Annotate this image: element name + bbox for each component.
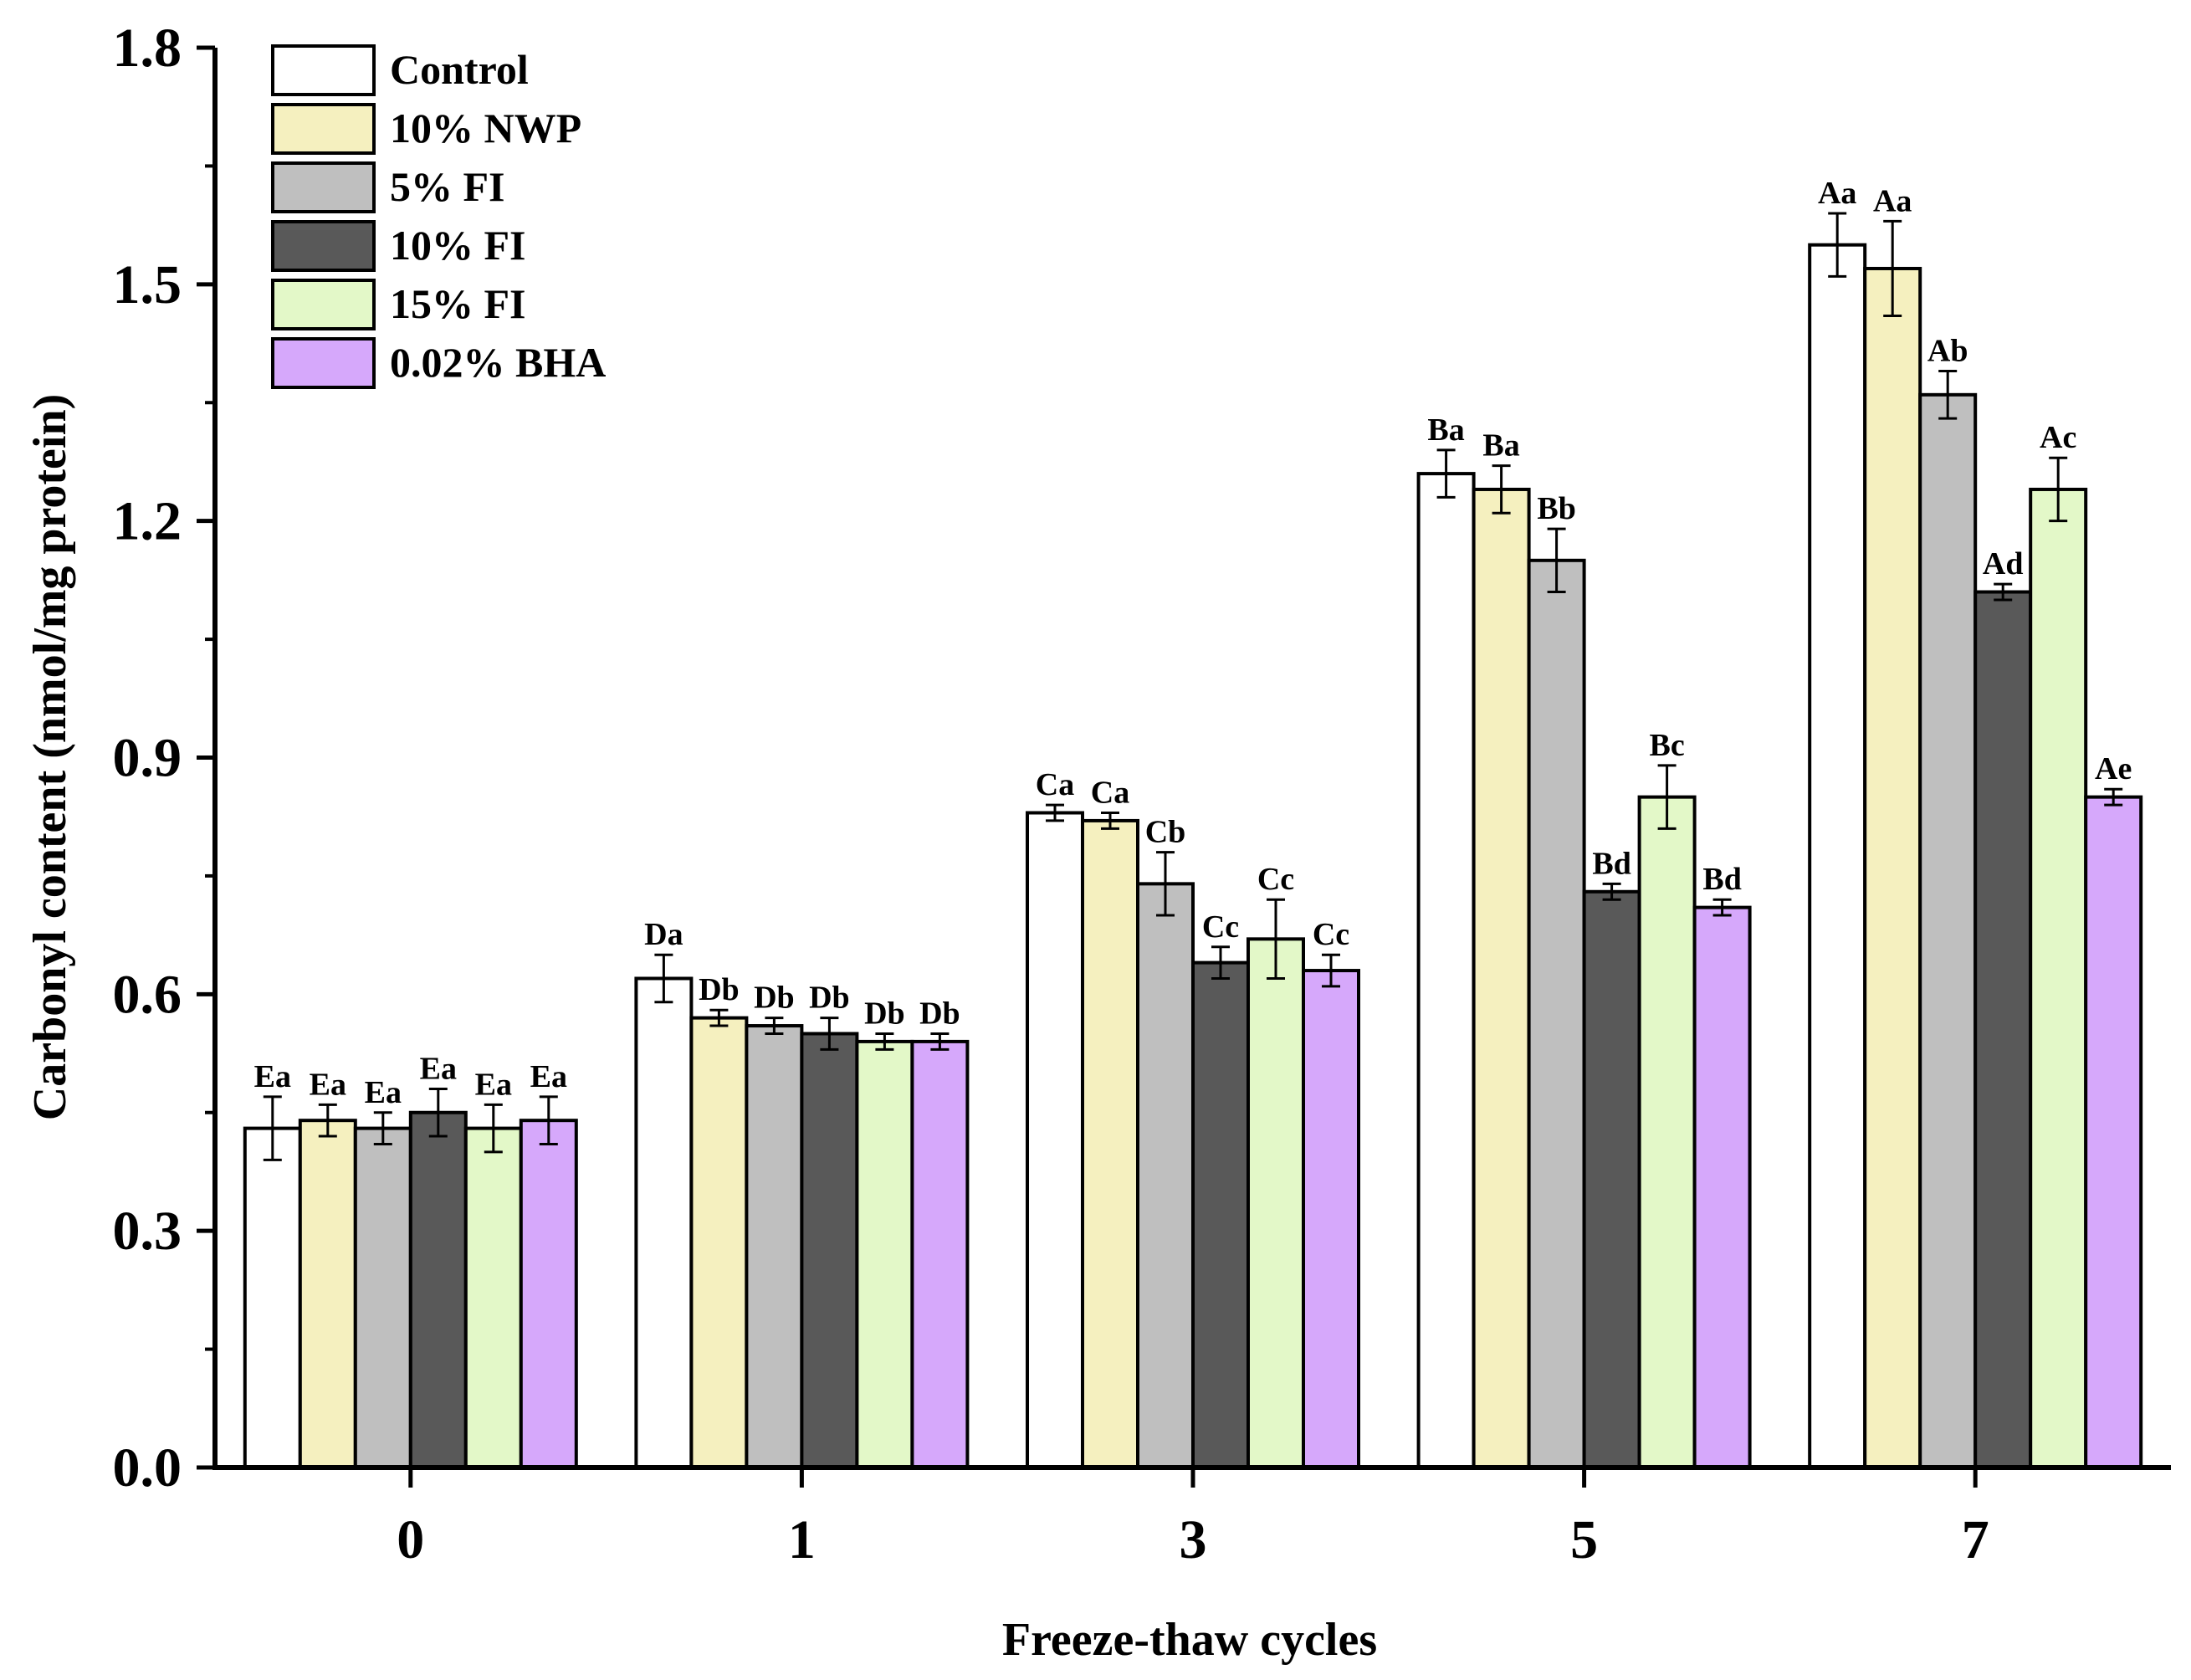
legend-label: 5% FI xyxy=(390,163,505,210)
bar xyxy=(800,1032,859,1469)
significance-label: Ea xyxy=(420,1051,457,1086)
bar xyxy=(519,1119,578,1469)
significance-label: Ea xyxy=(310,1067,346,1102)
bar xyxy=(1247,937,1305,1469)
legend-swatch xyxy=(271,279,376,330)
significance-label: Da xyxy=(644,917,683,952)
legend-swatch xyxy=(271,161,376,213)
significance-label: Db xyxy=(809,981,850,1016)
bar xyxy=(1582,889,1641,1469)
x-axis-title: Freeze-thaw cycles xyxy=(1002,1614,1377,1666)
legend: Control 10% NWP 5% FI 10% FI 15% FI 0.02% BHA xyxy=(271,44,606,389)
y-tick-label: 0.0 xyxy=(113,1437,182,1498)
legend-swatch xyxy=(271,44,376,96)
y-ticks-layer: 0.0 0.3 0.6 0.9 1.2 1.5 1.8 xyxy=(113,18,215,1498)
y-tick-label: 1.8 xyxy=(113,18,182,79)
y-axis-title: Carbonyl content (nmol/mg protein) xyxy=(24,394,76,1121)
significance-label: Cc xyxy=(1257,862,1294,897)
significance-label: Aa xyxy=(1818,176,1856,211)
significance-label: Aa xyxy=(1873,183,1912,218)
bar xyxy=(298,1119,357,1469)
legend-label: 0.02% BHA xyxy=(390,339,606,386)
bar xyxy=(1026,811,1084,1469)
significance-label: Ba xyxy=(1427,412,1464,448)
significance-label: Ea xyxy=(365,1075,402,1110)
bar xyxy=(1472,487,1531,1469)
bar xyxy=(1081,818,1139,1469)
bar xyxy=(1136,882,1195,1470)
bar xyxy=(1191,960,1250,1469)
bar xyxy=(1692,905,1752,1469)
legend-swatch xyxy=(271,220,376,272)
significance-label: Ea xyxy=(530,1059,567,1094)
significance-label: Ba xyxy=(1482,428,1519,464)
y-tick-label: 0.3 xyxy=(113,1201,182,1262)
y-tick-label: 0.6 xyxy=(113,964,182,1025)
significance-label: Cc xyxy=(1202,909,1239,945)
y-tick-label: 1.5 xyxy=(113,254,182,315)
bar xyxy=(1863,266,1922,1469)
bar xyxy=(1637,795,1697,1469)
bars-layer xyxy=(243,243,2143,1470)
x-tick-label: 5 xyxy=(1570,1509,1598,1570)
bar xyxy=(634,976,694,1469)
x-tick-label: 1 xyxy=(788,1509,816,1570)
bar xyxy=(243,1126,302,1470)
bar xyxy=(2084,795,2143,1469)
significance-label: Ac xyxy=(2040,420,2076,455)
significance-label: Db xyxy=(864,996,905,1031)
x-ticks-layer: 0 1 3 5 7 xyxy=(397,1467,1989,1570)
significance-label: Bb xyxy=(1537,491,1575,526)
bar xyxy=(353,1126,412,1470)
legend-swatch xyxy=(271,337,376,389)
legend-label: Control xyxy=(390,46,529,93)
bar xyxy=(745,1024,804,1469)
bar xyxy=(689,1016,749,1470)
significance-label: Db xyxy=(754,981,795,1016)
bar xyxy=(855,1039,914,1470)
legend-swatch xyxy=(271,103,376,155)
significance-label: Ab xyxy=(1927,334,1968,369)
bar xyxy=(2029,487,2088,1469)
bar xyxy=(408,1110,468,1469)
x-tick-label: 3 xyxy=(1180,1509,1207,1570)
y-tick-label: 1.2 xyxy=(113,491,182,552)
legend-label: 15% FI xyxy=(390,280,526,327)
significance-label: Ea xyxy=(254,1059,291,1094)
bar xyxy=(1416,472,1476,1469)
significance-label: Ad xyxy=(1983,546,2024,581)
significance-label: Ae xyxy=(2095,751,2132,786)
bar xyxy=(1918,392,1978,1469)
error-bars-layer xyxy=(263,212,2123,1161)
significance-label: Bd xyxy=(1592,846,1630,881)
legend-label: 10% NWP xyxy=(390,105,581,151)
significance-label: Db xyxy=(919,996,960,1031)
significance-label: Cb xyxy=(1145,815,1186,850)
x-tick-label: 0 xyxy=(397,1509,424,1570)
significance-label: Cc xyxy=(1313,917,1349,952)
significance-label: Bd xyxy=(1702,862,1741,897)
bar xyxy=(1302,969,1360,1470)
significance-label: Bc xyxy=(1649,728,1684,763)
significance-label: Ca xyxy=(1091,775,1129,810)
legend-label: 10% FI xyxy=(390,222,526,269)
bar xyxy=(1808,243,1867,1469)
bar xyxy=(463,1126,523,1470)
significance-label: Db xyxy=(699,972,740,1007)
significance-label: Ea xyxy=(475,1067,512,1102)
x-tick-label: 7 xyxy=(1962,1509,1989,1570)
bar xyxy=(1973,590,2033,1469)
bar xyxy=(910,1039,970,1470)
significance-labels-layer: Ea Da Ca Ba Aa Ea Db Ca Ba Aa Ea Db Cb Bb Ab Ea Db Cc Bd Ad… xyxy=(254,176,2132,1110)
y-tick-label: 0.9 xyxy=(113,728,182,789)
bar xyxy=(1527,558,1586,1469)
significance-label: Ca xyxy=(1036,767,1074,802)
